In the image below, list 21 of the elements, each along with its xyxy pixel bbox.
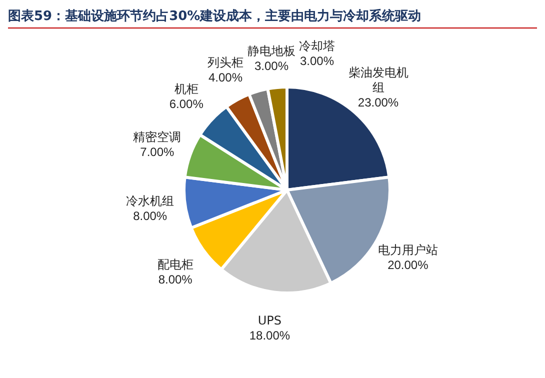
data-label: 18.00% — [249, 328, 290, 342]
slice-label: 列头柜 — [208, 56, 244, 70]
slice-label: 冷水机组 — [126, 194, 174, 208]
data-label: 6.00% — [169, 97, 204, 112]
slice-label: 柴油发电机组 — [348, 65, 408, 94]
data-label: 3.00% — [300, 54, 334, 68]
data-label: 4.00% — [208, 70, 243, 85]
data-label: 23.00% — [358, 95, 399, 110]
data-label: 3.00% — [254, 58, 289, 73]
slice-label: 冷却塔 — [299, 39, 336, 54]
chart-title: 图表59：基础设施环节约占30%建设成本，主要由电力与冷却系统驱动 — [8, 8, 422, 24]
data-label: 20.00% — [388, 258, 429, 272]
slice-label: UPS — [258, 313, 282, 328]
data-label: 8.00% — [133, 208, 168, 223]
slice-label: 静电地板 — [248, 44, 296, 58]
data-label: 8.00% — [158, 272, 193, 287]
slice-label: 机柜 — [174, 82, 198, 96]
slice-label: 精密空调 — [133, 130, 182, 144]
slice-label: 电力用户站 — [378, 242, 438, 257]
data-label: 7.00% — [140, 144, 174, 159]
slice-label: 配电柜 — [157, 258, 194, 272]
